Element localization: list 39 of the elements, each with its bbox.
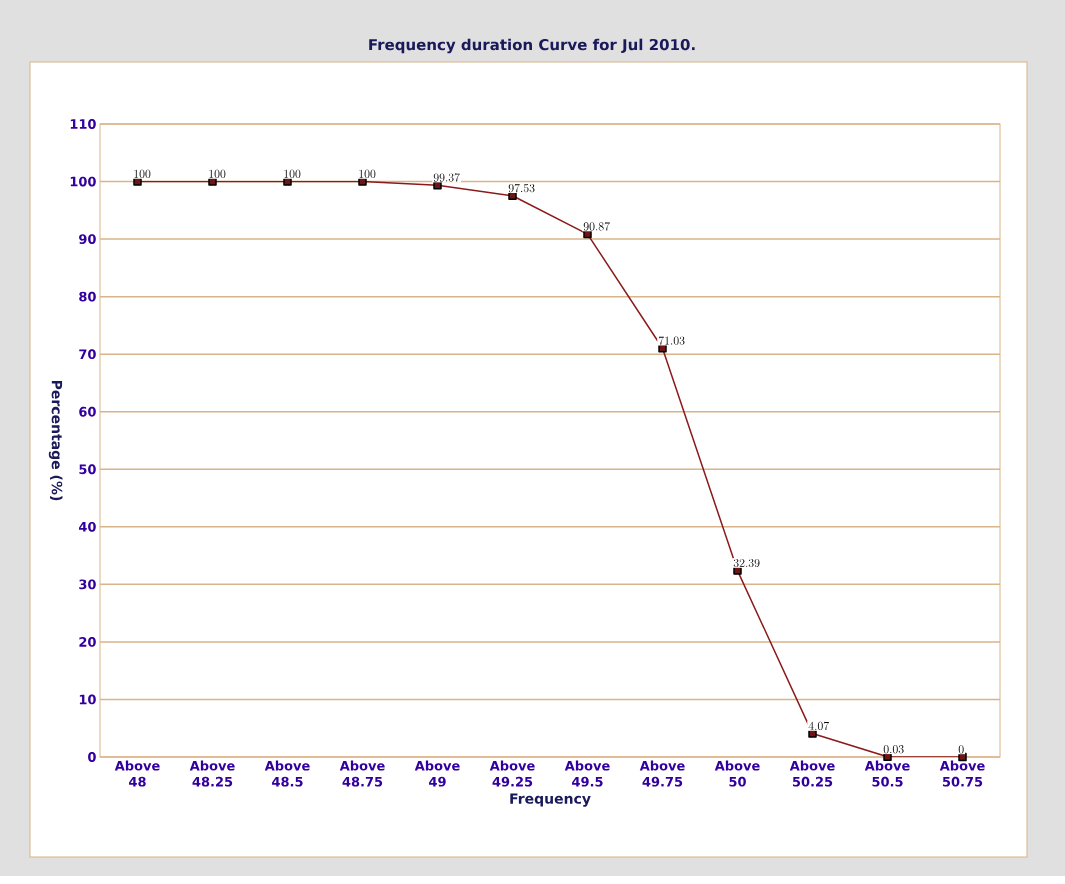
data-label: 100 bbox=[284, 169, 301, 179]
y-tick-label: 80 bbox=[79, 291, 96, 302]
data-label: 100 bbox=[359, 169, 376, 179]
x-tick-label: Above 48.5 bbox=[264, 760, 310, 787]
y-axis-title: Percentage (%) bbox=[48, 380, 63, 501]
y-tick-label: 20 bbox=[79, 636, 96, 647]
y-tick-label: 50 bbox=[79, 464, 96, 475]
y-tick-label: 10 bbox=[79, 694, 96, 705]
y-tick-label: 40 bbox=[78, 521, 96, 532]
chart-title: Frequency duration Curve for Jul 2010. bbox=[369, 38, 695, 54]
y-tick-label: 90 bbox=[79, 234, 96, 245]
x-tick-label: Above 48.75 bbox=[339, 760, 385, 787]
x-axis-title: Frequency bbox=[510, 793, 591, 807]
y-tick-label: 60 bbox=[79, 406, 96, 417]
data-label: 97.53 bbox=[508, 183, 535, 193]
x-tick-label: Above 50.75 bbox=[939, 760, 985, 787]
x-tick-label: Above 49.25 bbox=[489, 760, 535, 787]
x-tick-label: Above 48.25 bbox=[189, 760, 235, 787]
data-label: 4.07 bbox=[808, 721, 829, 731]
data-label: 71 .03 bbox=[658, 336, 685, 345]
data-label: 0.03 bbox=[883, 745, 904, 754]
x-tick-label: Above 50.5 bbox=[864, 760, 910, 787]
data-label: 100 bbox=[209, 169, 226, 179]
x-tick-label: Above 49.5 bbox=[564, 760, 610, 787]
x-tick-label: Above 49 bbox=[414, 760, 460, 787]
x-tick-label: Above 50.25 bbox=[789, 760, 835, 787]
y-tick-label: 100 bbox=[70, 176, 96, 187]
data-label: 99.37 bbox=[433, 173, 460, 182]
y-tick-label: 70 bbox=[79, 349, 96, 360]
data-label: 100 bbox=[134, 169, 151, 179]
x-tick-label: Above 48 bbox=[114, 760, 160, 787]
x-tick-label: Above 50 bbox=[714, 760, 760, 787]
data-label: 90.87 bbox=[583, 222, 610, 231]
x-tick-label: Above 49.75 bbox=[639, 760, 685, 787]
y-tick-label: 30 bbox=[79, 579, 96, 590]
y-tick-label: 0 bbox=[88, 752, 96, 762]
data-label: 0 bbox=[958, 745, 964, 754]
y-tick-label: 110 bbox=[70, 119, 96, 129]
data-label: 32.39 bbox=[733, 558, 760, 568]
